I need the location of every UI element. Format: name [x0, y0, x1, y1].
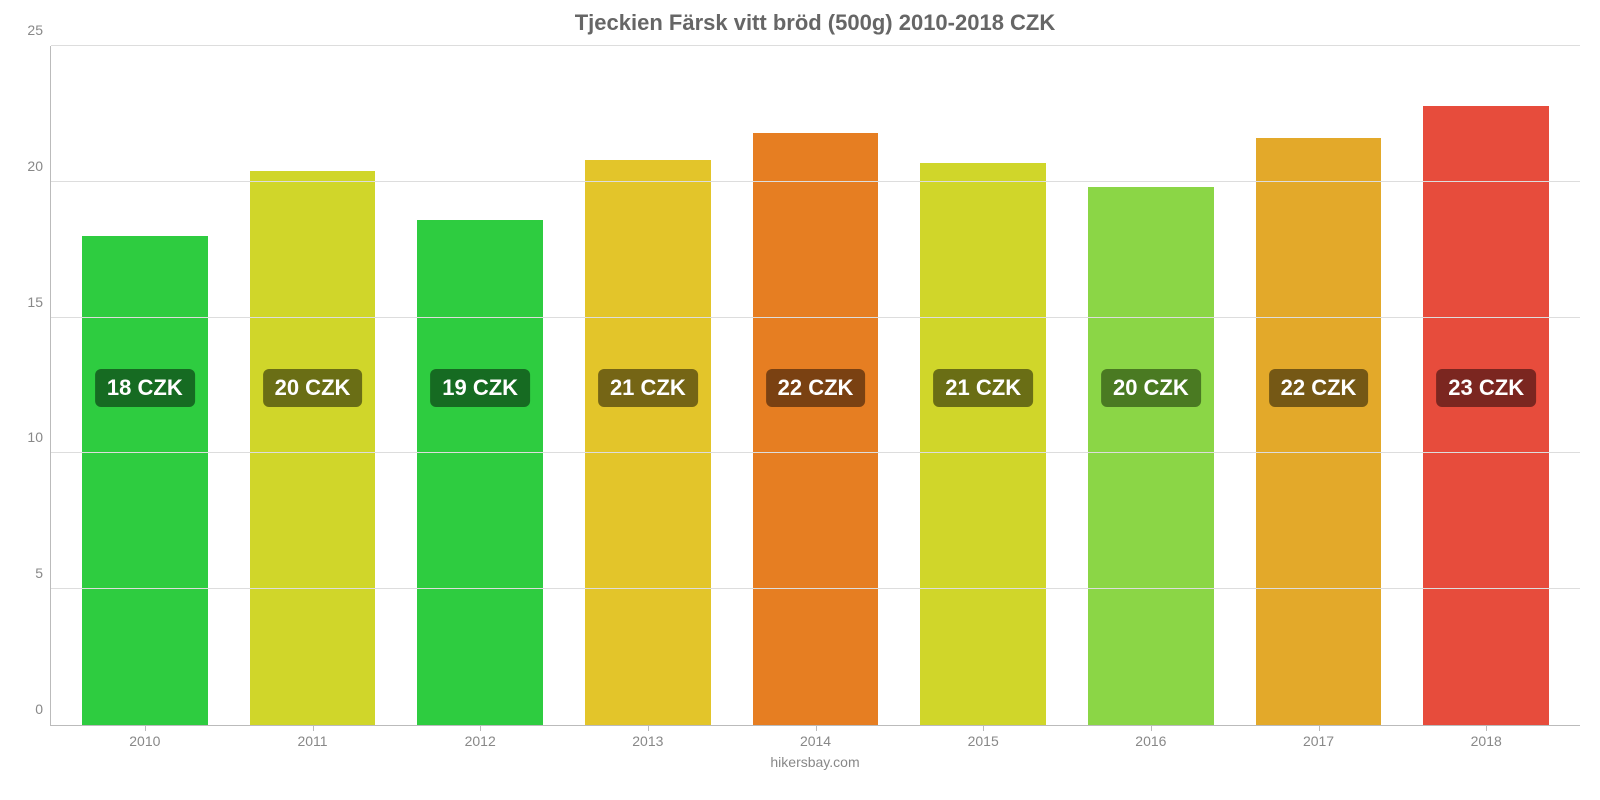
- bar-slot: 22 CZK2017: [1235, 46, 1403, 725]
- gridline: [51, 181, 1580, 182]
- x-tick-label: 2017: [1303, 725, 1334, 749]
- y-tick-label: 0: [35, 701, 51, 717]
- bar-value-badge: 23 CZK: [1436, 369, 1536, 407]
- x-tick-label: 2014: [800, 725, 831, 749]
- bar: 23 CZK: [1423, 106, 1549, 725]
- bar-slot: 18 CZK2010: [61, 46, 229, 725]
- bar: 19 CZK: [417, 220, 543, 725]
- bar-slot: 22 CZK2014: [732, 46, 900, 725]
- y-tick-label: 20: [27, 158, 51, 174]
- bar-slot: 21 CZK2013: [564, 46, 732, 725]
- source-text: hikersbay.com: [50, 754, 1580, 770]
- bar-value-badge: 21 CZK: [598, 369, 698, 407]
- x-tick-label: 2015: [968, 725, 999, 749]
- plot-area: 18 CZK201020 CZK201119 CZK201221 CZK2013…: [50, 46, 1580, 726]
- bars-group: 18 CZK201020 CZK201119 CZK201221 CZK2013…: [51, 46, 1580, 725]
- x-tick-label: 2012: [465, 725, 496, 749]
- bar-slot: 19 CZK2012: [396, 46, 564, 725]
- bar: 18 CZK: [82, 236, 208, 725]
- x-tick-label: 2011: [297, 725, 327, 749]
- bar-slot: 20 CZK2016: [1067, 46, 1235, 725]
- gridline: [51, 452, 1580, 453]
- gridline: [51, 588, 1580, 589]
- bar: 21 CZK: [585, 160, 711, 725]
- y-tick-label: 5: [35, 565, 51, 581]
- x-tick-label: 2018: [1471, 725, 1502, 749]
- bar-value-badge: 22 CZK: [1269, 369, 1369, 407]
- bar-value-badge: 22 CZK: [766, 369, 866, 407]
- bar: 22 CZK: [753, 133, 879, 725]
- bar-slot: 20 CZK2011: [229, 46, 397, 725]
- bar: 21 CZK: [920, 163, 1046, 725]
- bar-value-badge: 20 CZK: [263, 369, 363, 407]
- bar-slot: 23 CZK2018: [1402, 46, 1570, 725]
- bar-value-badge: 18 CZK: [95, 369, 195, 407]
- x-tick-label: 2016: [1135, 725, 1166, 749]
- gridline: [51, 45, 1580, 46]
- chart-title: Tjeckien Färsk vitt bröd (500g) 2010-201…: [50, 10, 1580, 36]
- x-tick-label: 2010: [129, 725, 160, 749]
- bar-value-badge: 21 CZK: [933, 369, 1033, 407]
- bar-value-badge: 19 CZK: [430, 369, 530, 407]
- y-tick-label: 10: [27, 429, 51, 445]
- chart-container: Tjeckien Färsk vitt bröd (500g) 2010-201…: [0, 0, 1600, 800]
- bar: 20 CZK: [250, 171, 376, 725]
- bar: 20 CZK: [1088, 187, 1214, 725]
- bar-value-badge: 20 CZK: [1101, 369, 1201, 407]
- y-tick-label: 15: [27, 294, 51, 310]
- gridline: [51, 317, 1580, 318]
- y-tick-label: 25: [27, 22, 51, 38]
- bar: 22 CZK: [1256, 138, 1382, 725]
- bar-slot: 21 CZK2015: [899, 46, 1067, 725]
- x-tick-label: 2013: [632, 725, 663, 749]
